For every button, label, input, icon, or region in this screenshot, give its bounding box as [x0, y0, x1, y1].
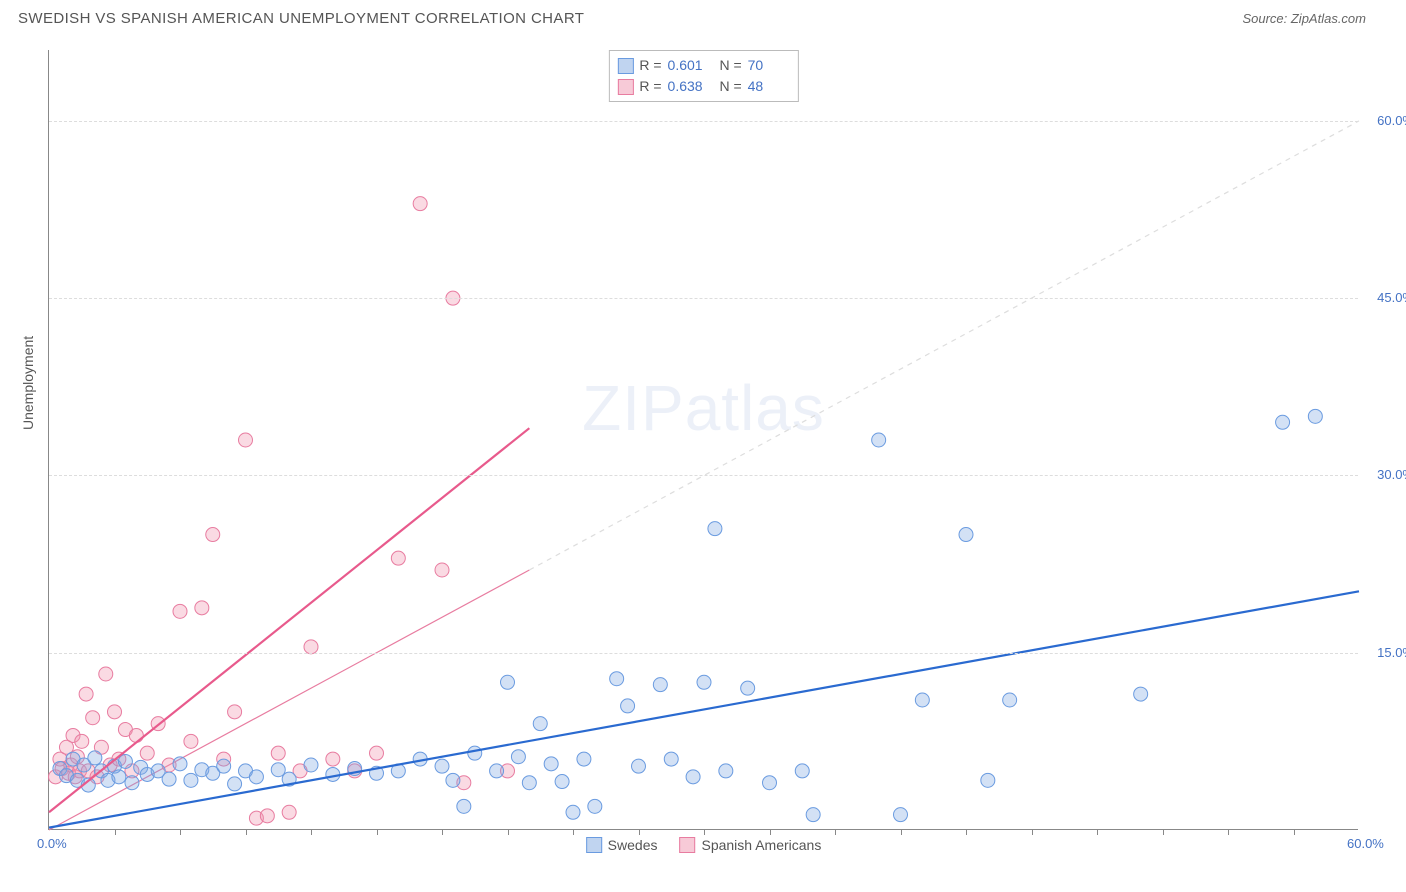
- x-tick: [770, 829, 771, 835]
- y-axis-label: Unemployment: [20, 336, 36, 430]
- r-label: R =: [639, 76, 661, 97]
- x-tick-label: 60.0%: [1347, 836, 1384, 851]
- legend-label-spanish: Spanish Americans: [701, 837, 821, 853]
- x-tick: [508, 829, 509, 835]
- x-tick: [377, 829, 378, 835]
- x-tick-label: 0.0%: [37, 836, 67, 851]
- swatch-spanish: [617, 79, 633, 95]
- chart-title: SWEDISH VS SPANISH AMERICAN UNEMPLOYMENT…: [18, 10, 584, 27]
- n-value-swedes: 70: [748, 55, 790, 76]
- y-tick-label: 30.0%: [1377, 467, 1406, 482]
- n-label: N =: [716, 55, 742, 76]
- x-tick: [115, 829, 116, 835]
- series-legend: Swedes Spanish Americans: [586, 837, 822, 853]
- y-tick-label: 45.0%: [1377, 290, 1406, 305]
- scatter-svg: [49, 50, 1359, 830]
- x-tick: [1228, 829, 1229, 835]
- gridline: [49, 475, 1358, 476]
- x-tick: [311, 829, 312, 835]
- r-value-swedes: 0.601: [668, 55, 710, 76]
- x-tick: [1032, 829, 1033, 835]
- x-tick: [1294, 829, 1295, 835]
- legend-label-swedes: Swedes: [608, 837, 658, 853]
- correlation-legend: R = 0.601 N = 70 R = 0.638 N = 48: [608, 50, 798, 102]
- plot-area: ZIPatlas R = 0.601 N = 70 R = 0.638 N = …: [48, 50, 1358, 830]
- x-tick: [1163, 829, 1164, 835]
- legend-item-spanish: Spanish Americans: [679, 837, 821, 853]
- x-tick: [639, 829, 640, 835]
- x-tick: [1097, 829, 1098, 835]
- swatch-swedes-icon: [586, 837, 602, 853]
- chart-header: SWEDISH VS SPANISH AMERICAN UNEMPLOYMENT…: [0, 0, 1406, 27]
- x-tick: [704, 829, 705, 835]
- source-name: ZipAtlas.com: [1291, 11, 1366, 26]
- swatch-swedes: [617, 58, 633, 74]
- r-value-spanish: 0.638: [668, 76, 710, 97]
- n-value-spanish: 48: [748, 76, 790, 97]
- gridline: [49, 121, 1358, 122]
- r-label: R =: [639, 55, 661, 76]
- gridline: [49, 298, 1358, 299]
- x-tick: [901, 829, 902, 835]
- x-tick: [180, 829, 181, 835]
- legend-row-spanish: R = 0.638 N = 48: [617, 76, 789, 97]
- legend-row-swedes: R = 0.601 N = 70: [617, 55, 789, 76]
- n-label: N =: [716, 76, 742, 97]
- swatch-spanish-icon: [679, 837, 695, 853]
- x-tick: [573, 829, 574, 835]
- gridline: [49, 653, 1358, 654]
- x-tick: [246, 829, 247, 835]
- x-tick: [835, 829, 836, 835]
- y-tick-label: 15.0%: [1377, 645, 1406, 660]
- y-tick-label: 60.0%: [1377, 113, 1406, 128]
- legend-item-swedes: Swedes: [586, 837, 658, 853]
- source-attribution: Source: ZipAtlas.com: [1242, 11, 1366, 26]
- x-tick: [966, 829, 967, 835]
- x-tick: [442, 829, 443, 835]
- source-prefix: Source:: [1242, 11, 1290, 26]
